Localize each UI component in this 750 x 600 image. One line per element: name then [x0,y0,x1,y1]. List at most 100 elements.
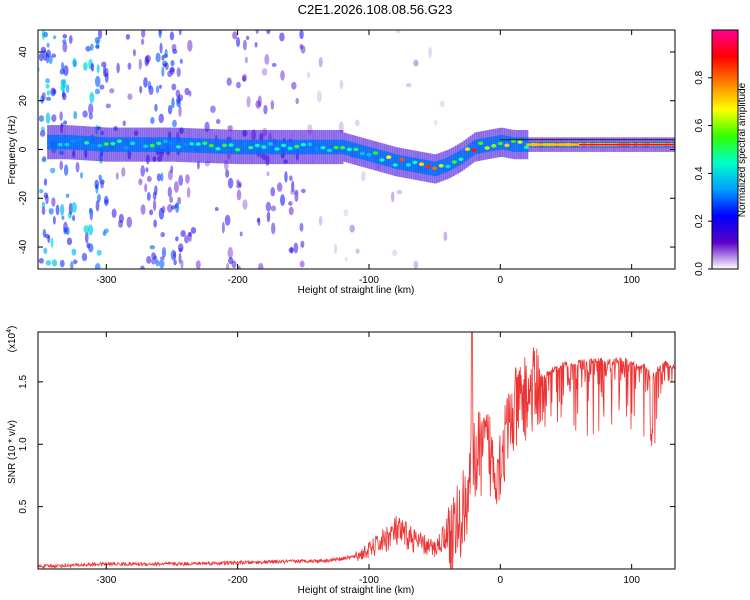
spectrogram-noise-blob [276,182,283,192]
spectrogram-noise-blob [169,196,174,203]
spectrogram-ridge-inner [488,137,491,152]
spectrogram-ridge-inner [74,135,77,150]
spectrogram-ridge-core [333,145,339,150]
spectrogram-noise-blob [254,41,258,48]
spectrogram-noise-blob [63,164,69,176]
spectrogram-noise-blob [111,208,117,218]
spectrogram-noise-blob [45,194,49,205]
spectrogram-xtick-label: -100 [359,275,379,286]
spectrogram-ridge-inner [238,139,241,155]
spectrogram-ridge-core [261,145,267,149]
spectrogram-ridge-inner [387,152,390,167]
spectrogram-noise-blob [226,262,230,269]
spectrogram-ridge-inner [278,139,281,155]
spectrogram-noise-blob [299,30,304,40]
spectrogram-noise-blob [295,97,299,105]
spectrogram-noise-blob [288,201,293,206]
colorbar-frame [711,29,739,270]
spectrogram-noise-blob [138,58,142,70]
spectrogram-noise-blob [266,211,271,223]
spectrogram-noise-blob [396,189,403,195]
spectrogram-ridge-inner [463,147,466,163]
spectrogram-noise-blob [40,95,45,104]
spectrogram-ytick-label: 40 [18,46,29,58]
spectrogram-noise-blob [72,60,77,67]
spectrogram-noise-blob [170,249,177,261]
spectrogram-noise-blob [152,191,157,201]
spectrogram-ridge-inner [299,139,302,155]
spectrogram-noise-blob [146,192,151,201]
spectrogram-ridge-inner [124,137,127,152]
spectrogram-ridge-core [281,143,287,148]
snr-ytick-label: 0.5 [18,499,29,513]
spectrogram-noise-blob [48,208,54,215]
spectrogram-noise-blob [271,222,276,235]
spectrogram-noise-blob [44,233,50,239]
spectrogram-noise-blob [121,167,126,177]
spectrogram-noise-blob [188,90,192,97]
spectrogram-ridge-core [116,139,123,143]
spectrogram-noise-blob [45,83,50,89]
spectrogram-noise-blob [90,62,95,72]
snr-frame [37,331,676,570]
spectrogram-noise-blob [70,261,74,269]
spectrogram-ridge-core [110,141,116,146]
spectrogram-noise-blob [138,178,143,186]
spectrogram-noise-blob [88,243,94,253]
spectrogram-noise-blob [51,53,57,58]
snr-series-line [38,332,675,569]
spectrogram-ridge-inner [259,139,262,155]
spectrogram-noise-blob [45,112,51,124]
spectrogram-y-axis-label: Frequency (Hz) [7,116,18,185]
spectrogram-noise-blob [102,65,107,78]
spectrogram-noise-blob [170,60,175,67]
spectrogram-noise-blob [65,193,70,198]
spectrogram-noise-blob [173,181,179,193]
spectrogram-noise-blob [289,175,293,181]
spectrogram-noise-blob [176,67,181,78]
snr-xtick-label: -100 [359,575,379,586]
spectrogram-ridge-inner [450,155,453,170]
spectrogram-ridge-inner [116,137,119,152]
spectrogram-noise-blob [306,71,311,78]
spectrogram-ridge-inner [398,154,401,170]
snr-xtick-label: 0 [498,575,504,586]
spectrogram-ridge-inner [267,139,270,155]
spectrogram-noise-blob [43,247,48,254]
spectrogram-noise-blob [59,204,65,216]
spectrogram-noise-blob [97,193,101,203]
spectrogram-noise-blob [158,207,165,220]
spectrogram-noise-blob [52,88,57,95]
spectrogram-noise-blob [288,206,294,216]
spectrogram-ridge-inner [486,137,489,153]
spectrogram-noise-blob [155,52,161,63]
spectrogram-ridge-inner [93,136,96,152]
spectrogram-noise-blob [225,169,230,178]
spectrogram-noise-blob [85,45,91,52]
spectrogram-noise-blob [161,66,165,77]
spectrogram-ridge-inner [419,158,422,174]
spectrogram-noise-blob [270,205,277,212]
spectrogram-noise-blob [96,249,102,256]
spectrogram-noise-blob [300,188,306,194]
spectrogram-noise-blob [170,165,174,174]
spectrogram-ridge-core [432,166,438,171]
spectrogram-noise-blob [257,217,261,226]
spectrogram-ridge-core [156,141,162,146]
spectrogram-ridge-core [510,139,517,143]
spectrogram-noise-blob [196,161,200,170]
spectrogram-noise-blob [48,55,53,65]
spectrogram-noise-blob [255,30,259,34]
spectrogram-noise-blob [339,79,344,90]
spectrogram-ridge-core [235,147,241,152]
spectrogram-noise-blob [360,170,366,182]
spectrogram-ridge-core [136,142,142,146]
spectrogram-ridge-core [64,142,70,147]
spectrogram-ridge-inner [55,134,58,150]
spectrogram-ridge-core [372,151,379,155]
spectrogram-ridge-inner [141,137,144,152]
spectrogram-noise-blob [428,46,433,59]
spectrogram-noise-blob [284,171,288,183]
spectrogram-noise-blob [127,93,133,101]
colorbar-tick-label: 0.6 [694,118,705,132]
